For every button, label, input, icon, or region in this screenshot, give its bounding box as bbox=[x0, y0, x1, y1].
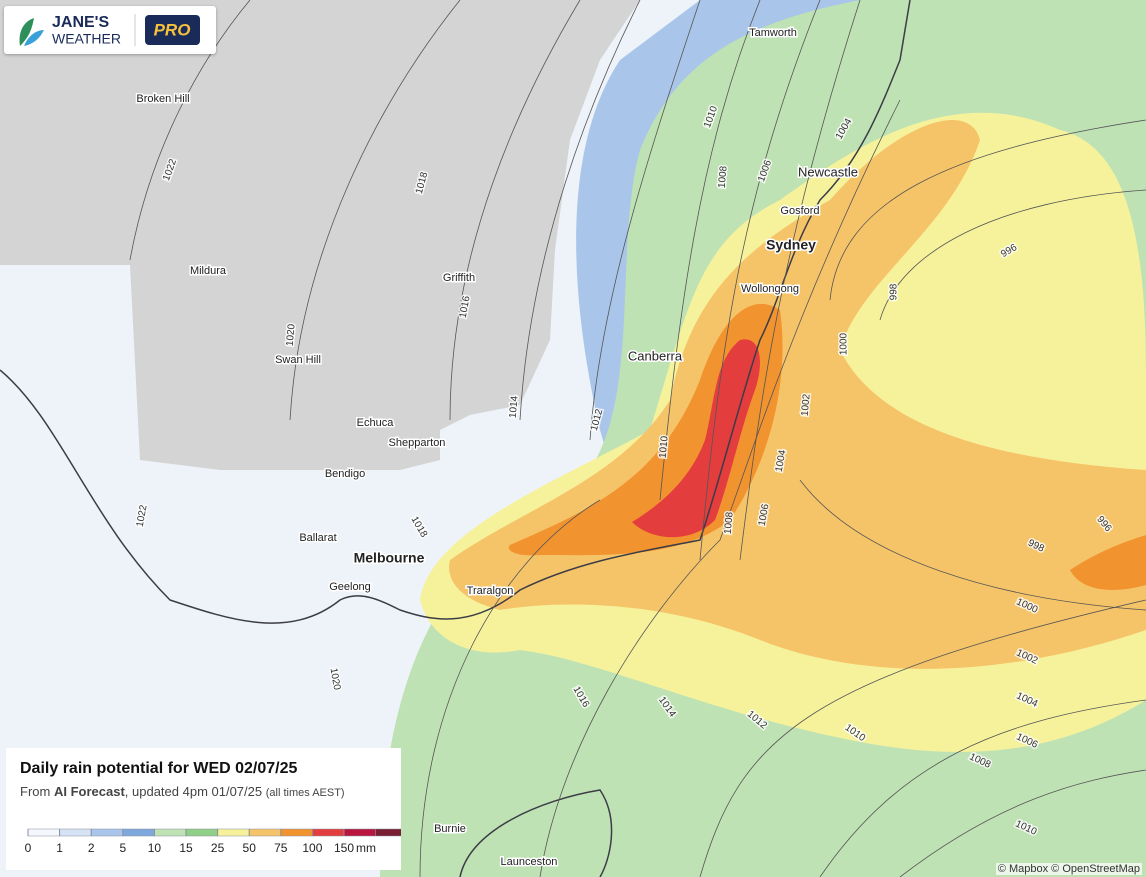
legend-swatch bbox=[27, 828, 60, 837]
place-label: Shepparton bbox=[389, 437, 446, 449]
logo-badge: PRO bbox=[154, 20, 191, 39]
legend-unit: mm bbox=[356, 841, 376, 855]
legend-tick-label: 25 bbox=[211, 841, 225, 855]
place-label: Ballarat bbox=[299, 532, 336, 544]
legend-tick-label: 1 bbox=[56, 841, 63, 855]
place-label: Swan Hill bbox=[275, 354, 321, 366]
place-label: Sydney bbox=[766, 237, 816, 253]
legend-swatch bbox=[375, 828, 401, 837]
place-label: Griffith bbox=[443, 272, 475, 284]
no-data-land bbox=[0, 0, 640, 470]
rain-red bbox=[632, 339, 760, 538]
source: AI Forecast bbox=[53, 784, 125, 799]
isobar-label: 1008 bbox=[723, 511, 736, 535]
legend-swatch bbox=[343, 828, 376, 837]
isobar-lines bbox=[129, 0, 1146, 877]
isobar-label: 1000 bbox=[839, 332, 850, 355]
place-label: Mildura bbox=[190, 265, 227, 277]
logo[interactable]: JANE'S WEATHER PRO bbox=[4, 6, 216, 54]
legend-panel: Daily rain potential for WED 02/07/25 Fr… bbox=[6, 748, 401, 870]
legend-tick-label: 50 bbox=[243, 841, 257, 855]
legend-swatch bbox=[248, 828, 282, 837]
legend-tick-label: 15 bbox=[179, 841, 193, 855]
isobar-label: 1020 bbox=[285, 323, 298, 347]
isobar-label: 1016 bbox=[458, 295, 473, 319]
isobar-label: 1014 bbox=[508, 395, 521, 419]
place-label: Burnie bbox=[434, 823, 466, 835]
rain-orange bbox=[1070, 535, 1146, 590]
legend-swatch bbox=[280, 828, 313, 837]
panel-title: Daily rain potential for WED 02/07/25 bbox=[20, 760, 298, 777]
place-label: Gosford bbox=[780, 205, 819, 217]
attribution: © Mapbox © OpenStreetMap bbox=[995, 863, 1142, 875]
place-label: Wollongong bbox=[741, 283, 799, 295]
place-label: Tamworth bbox=[749, 27, 797, 39]
isobar-label: 1002 bbox=[800, 393, 813, 417]
legend-scale: 0 1 2 5 10 15 25 50 75 100 150 mm bbox=[25, 828, 401, 855]
legend-tick-label: 0 bbox=[25, 841, 32, 855]
coastline bbox=[0, 0, 911, 624]
legend-tick-label: 100 bbox=[302, 841, 322, 855]
note: (all times AEST) bbox=[265, 787, 345, 799]
isobar-label: 1008 bbox=[717, 165, 730, 189]
legend-tick-label: 2 bbox=[88, 841, 95, 855]
from: From bbox=[20, 784, 51, 799]
place-label: Broken Hill bbox=[136, 93, 189, 105]
place-label: Canberra bbox=[628, 348, 683, 363]
logo-art: JANE'S WEATHER PRO bbox=[19, 14, 200, 47]
place-label: Geelong bbox=[329, 581, 371, 593]
legend-tick-label: 150 bbox=[334, 841, 354, 855]
legend-swatch bbox=[217, 828, 250, 837]
legend-swatch bbox=[59, 828, 92, 837]
logo-line2: WEATHER bbox=[52, 31, 121, 47]
legend-swatch bbox=[90, 828, 124, 837]
updated: , updated 4pm 01/07/25 bbox=[124, 784, 263, 799]
place-label: Melbourne bbox=[354, 550, 425, 566]
place-label: Newcastle bbox=[798, 164, 858, 179]
legend-swatch bbox=[312, 828, 345, 837]
isobar-label: 998 bbox=[889, 283, 900, 300]
logo-line1: JANE'S bbox=[52, 14, 109, 31]
place-label: Echuca bbox=[357, 417, 395, 429]
place-label: Launceston bbox=[501, 856, 558, 868]
coastline bbox=[459, 789, 613, 877]
legend-tick-label: 5 bbox=[119, 841, 126, 855]
legend-swatch bbox=[122, 828, 155, 837]
panel-subtitle: From AI Forecast, updated 4pm 01/07/25 (… bbox=[20, 784, 345, 799]
legend-tick-label: 75 bbox=[274, 841, 288, 855]
legend-swatch bbox=[185, 828, 218, 837]
legend-swatch bbox=[154, 828, 187, 837]
isobar-label: 1010 bbox=[658, 435, 671, 459]
place-label: Bendigo bbox=[325, 468, 365, 480]
legend-tick-label: 10 bbox=[148, 841, 162, 855]
place-label: Traralgon bbox=[467, 585, 514, 597]
